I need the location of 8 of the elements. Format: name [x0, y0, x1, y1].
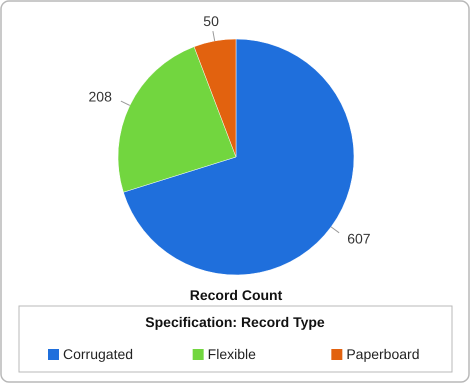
legend-label: Flexible: [208, 346, 256, 362]
legend-title: Specification: Record Type: [145, 314, 325, 330]
data-label: 50: [203, 13, 220, 30]
legend-label: Corrugated: [63, 346, 134, 362]
text: Record Count: [190, 287, 283, 303]
data-label: 208: [88, 88, 112, 105]
data-label: 607: [347, 230, 371, 247]
legend-label: Paperboard: [346, 346, 420, 362]
